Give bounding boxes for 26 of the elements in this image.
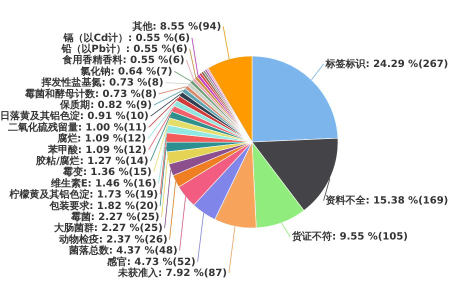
slice-label: 保质期: 0.82 %(9) [59, 99, 152, 111]
slice-label: 大肠菌群: 2.27 %(25) [52, 222, 163, 234]
slice-label: 铅（以Pb计）: 0.55 %(6) [60, 43, 188, 55]
slice-label: 菌落总数: 4.37 %(48) [68, 244, 178, 257]
slice-label: 霉菌: 2.27 %(25) [70, 211, 160, 223]
slice-label: 感官: 4.73 %(52) [106, 256, 196, 268]
slice-label: 镉（以Cd计）: 0.55 %(6) [62, 32, 190, 44]
slice-label: 挥发性盐基氮: 0.73 %(8) [40, 76, 164, 89]
slice-label: 包装要求: 1.82 %(20) [48, 200, 158, 212]
slice-label: 氯化钠: 0.64 %(7) [80, 65, 172, 78]
slice-label: 霉变: 1.36 %(15) [62, 166, 152, 178]
slice-label: 苯甲酸: 1.09 %(12) [46, 144, 147, 156]
slice-label: 标签标识: 24.29 %(267) [324, 58, 448, 70]
slice-label: 胶粘/腐烂: 1.27 %(14) [35, 155, 148, 167]
slice-label: 日落黄及其铝色淀: 0.91 %(10) [0, 110, 149, 122]
slice-label: 柠檬黄及其铝色淀: 1.73 %(19) [8, 188, 158, 201]
slice-label: 货证不符: 9.55 %(105) [291, 230, 408, 243]
slice-label: 未获准入: 7.92 %(87) [117, 267, 227, 279]
slice-label: 二氧化硫残留量: 1.00 %(11) [8, 121, 147, 134]
slice-label: 动物检疫: 2.37 %(26) [58, 233, 168, 246]
slice-label: 食用香精香料: 0.55 %(6) [62, 54, 184, 66]
slice-label: 其他: 8.55 %(94) [131, 20, 222, 33]
slice-label: 维生素E: 1.46 %(16) [50, 177, 156, 190]
slice-label: 资料不全: 15.38 %(169) [326, 194, 448, 207]
slice-label: 腐烂: 1.09 %(12) [56, 132, 146, 145]
slice-label: 霉菌和酵母计数: 0.73 %(8) [25, 88, 157, 100]
